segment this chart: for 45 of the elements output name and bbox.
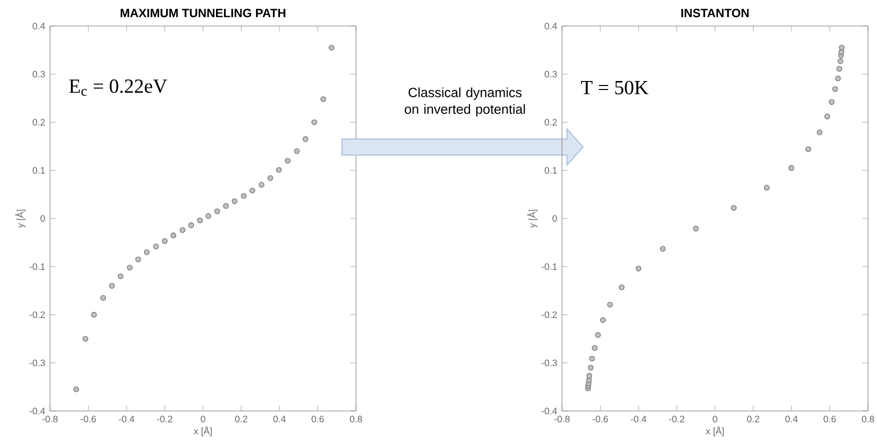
x-tick-label: 0.2 — [747, 416, 760, 422]
x-axis-title: x [Å] — [706, 426, 724, 436]
x-tick-label: -0.8 — [42, 416, 58, 422]
y-tick-label: 0.4 — [32, 22, 46, 30]
x-tick-label: -0.2 — [157, 416, 172, 422]
y-tick-label: 0 — [552, 215, 557, 222]
x-tick-label: -0.4 — [630, 416, 646, 422]
y-axis-title: y [Å] — [15, 210, 26, 228]
x-axis-title: x [Å] — [194, 426, 212, 436]
y-tick-label: -0.1 — [542, 263, 557, 270]
y-tick-label: 0.2 — [544, 118, 557, 126]
x-tick-label: 0.6 — [824, 416, 836, 422]
annotation: T = 50K — [580, 80, 648, 94]
x-tick-label: 0.4 — [785, 416, 798, 422]
y-tick-label: -0.3 — [30, 360, 45, 366]
x-tick-label: 0.8 — [862, 416, 874, 422]
y-tick-label: -0.4 — [30, 408, 46, 414]
y-tick-label: 0.3 — [32, 70, 45, 78]
chart-title: MAXIMUM TUNNELING PATH — [120, 8, 286, 18]
chart-title: INSTANTON — [681, 8, 749, 18]
y-tick-label: -0.2 — [542, 311, 557, 318]
x-tick-label: 0.2 — [235, 416, 248, 422]
y-tick-label: -0.4 — [542, 408, 558, 414]
x-tick-label: -0.2 — [669, 416, 684, 422]
x-tick-label: 0.6 — [312, 416, 324, 422]
y-tick-label: 0 — [40, 215, 45, 222]
y-tick-label: -0.1 — [30, 263, 45, 270]
text: Classical dynamics on inverted potential — [404, 87, 525, 117]
y-tick-label: 0.2 — [32, 118, 45, 126]
y-tick-label: 0.1 — [32, 167, 45, 174]
x-tick-label: 0 — [712, 416, 718, 422]
x-tick-label: -0.8 — [554, 416, 570, 422]
x-tick-label: -0.6 — [80, 416, 96, 422]
y-tick-label: -0.2 — [30, 311, 45, 318]
x-tick-label: -0.6 — [592, 416, 608, 422]
y-tick-label: 0.3 — [544, 70, 557, 78]
y-tick-label: -0.3 — [542, 360, 557, 366]
x-tick-label: 0.8 — [350, 416, 362, 422]
x-tick-label: 0 — [200, 416, 206, 422]
x-tick-label: -0.4 — [118, 416, 134, 422]
y-axis-title: y [Å] — [527, 210, 538, 228]
y-tick-label: 0.1 — [544, 167, 557, 174]
y-tick-label: 0.4 — [544, 22, 558, 30]
x-tick-label: 0.4 — [273, 416, 286, 422]
annotation: E$_{c}$ = 0.22eV — [69, 79, 168, 96]
